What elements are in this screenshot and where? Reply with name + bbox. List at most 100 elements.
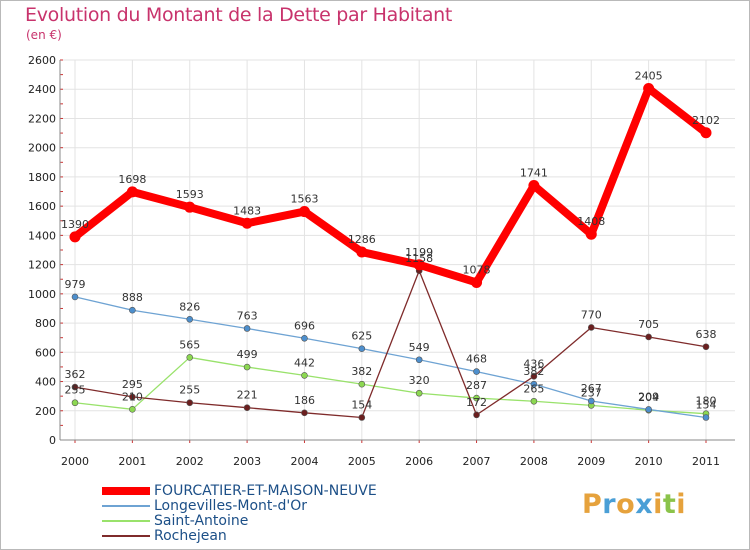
- x-tick-label: 2009: [577, 455, 605, 468]
- data-point: [129, 406, 136, 413]
- data-point: [71, 399, 79, 407]
- legend-swatch: [102, 487, 150, 495]
- legend-label: Rochejean: [154, 528, 227, 544]
- y-tick-label: 2600: [28, 54, 56, 67]
- chart-subtitle: (en €): [26, 28, 62, 42]
- y-tick-label: 1600: [28, 200, 56, 213]
- data-label: 204: [638, 391, 659, 404]
- y-tick-label: 800: [35, 317, 56, 330]
- data-label: 2102: [692, 114, 720, 127]
- x-tick-label: 2002: [176, 455, 204, 468]
- legend-swatch: [102, 520, 150, 522]
- legend-label: FOURCATIER-ET-MAISON-NEUVE: [154, 483, 377, 499]
- data-label: 320: [409, 374, 430, 387]
- legend-swatch: [102, 535, 150, 537]
- logo-letter: x: [635, 489, 654, 520]
- data-label: 442: [294, 356, 315, 369]
- data-point: [587, 324, 595, 331]
- data-point: [530, 397, 538, 405]
- data-point: [71, 383, 79, 391]
- y-tick-label: 2400: [28, 83, 56, 96]
- data-point: [473, 411, 480, 419]
- data-label: 696: [294, 319, 315, 332]
- data-point: [129, 393, 136, 401]
- data-label: 1199: [405, 246, 433, 259]
- data-point: [71, 293, 79, 301]
- data-label: 1741: [520, 167, 548, 180]
- data-point: [415, 356, 423, 364]
- logo-letter: P: [582, 489, 603, 520]
- data-label: 267: [581, 382, 602, 395]
- data-point: [358, 345, 366, 352]
- x-tick-label: 2006: [405, 455, 433, 468]
- y-tick-label: 2000: [28, 142, 56, 155]
- series-line: [74, 296, 707, 419]
- data-label: 382: [351, 365, 372, 378]
- data-label: 287: [466, 379, 487, 392]
- x-tick-label: 2011: [692, 455, 720, 468]
- data-point: [129, 306, 136, 314]
- data-label: 770: [581, 308, 602, 321]
- legend-swatch: [102, 505, 150, 507]
- data-point: [184, 201, 196, 213]
- y-tick-label: 1000: [28, 288, 56, 301]
- chart-title: Evolution du Montant de la Dette par Hab…: [25, 4, 453, 26]
- data-point: [241, 217, 253, 229]
- data-point: [69, 231, 81, 243]
- data-label: 154: [696, 398, 717, 411]
- data-point: [585, 228, 597, 240]
- data-label: 172: [466, 396, 487, 409]
- data-label: 499: [237, 348, 258, 361]
- logo-letter: o: [616, 489, 636, 520]
- series-line: [71, 84, 710, 287]
- data-label: 295: [122, 378, 143, 391]
- data-label: 1390: [61, 218, 89, 231]
- x-tick-label: 2000: [61, 455, 89, 468]
- data-label: 1593: [176, 188, 204, 201]
- data-point: [186, 399, 194, 407]
- y-tick-label: 600: [35, 346, 56, 359]
- data-point: [702, 414, 710, 421]
- data-point: [243, 325, 251, 332]
- data-point: [587, 397, 595, 405]
- logo-letter: i: [676, 489, 687, 520]
- data-label: 265: [523, 382, 544, 395]
- data-point: [301, 409, 308, 417]
- data-point: [356, 246, 368, 258]
- data-point: [528, 180, 540, 192]
- x-tick-label: 2004: [290, 455, 318, 468]
- series-line: [74, 356, 707, 415]
- data-label: 1563: [290, 193, 318, 206]
- data-label: 625: [351, 330, 372, 343]
- data-label: 565: [179, 338, 200, 351]
- data-point: [186, 315, 194, 323]
- data-label: 1078: [463, 263, 491, 276]
- data-label: 382: [523, 365, 544, 378]
- data-point: [126, 186, 138, 198]
- data-label: 221: [237, 389, 258, 402]
- legend-label: Saint-Antoine: [154, 513, 249, 529]
- data-label: 549: [409, 341, 430, 354]
- plot-area: [60, 60, 735, 440]
- y-tick-label: 1800: [28, 171, 56, 184]
- data-point: [645, 406, 652, 413]
- x-tick-label: 2005: [348, 455, 376, 468]
- y-tick-label: 400: [35, 376, 56, 389]
- x-tick-label: 2010: [635, 455, 663, 468]
- data-point: [358, 380, 366, 388]
- data-label: 436: [523, 357, 544, 370]
- data-label: 180: [696, 395, 717, 408]
- data-point: [471, 276, 483, 288]
- data-point: [298, 206, 310, 218]
- data-point: [645, 333, 652, 341]
- series-line: [74, 270, 707, 419]
- data-label: 154: [351, 398, 372, 411]
- data-point: [243, 363, 251, 371]
- data-point: [301, 372, 308, 379]
- y-tick-label: 1200: [28, 259, 56, 272]
- data-point: [243, 404, 251, 412]
- data-point: [358, 414, 366, 421]
- logo-letter: i: [653, 489, 663, 520]
- data-label: 255: [65, 384, 86, 397]
